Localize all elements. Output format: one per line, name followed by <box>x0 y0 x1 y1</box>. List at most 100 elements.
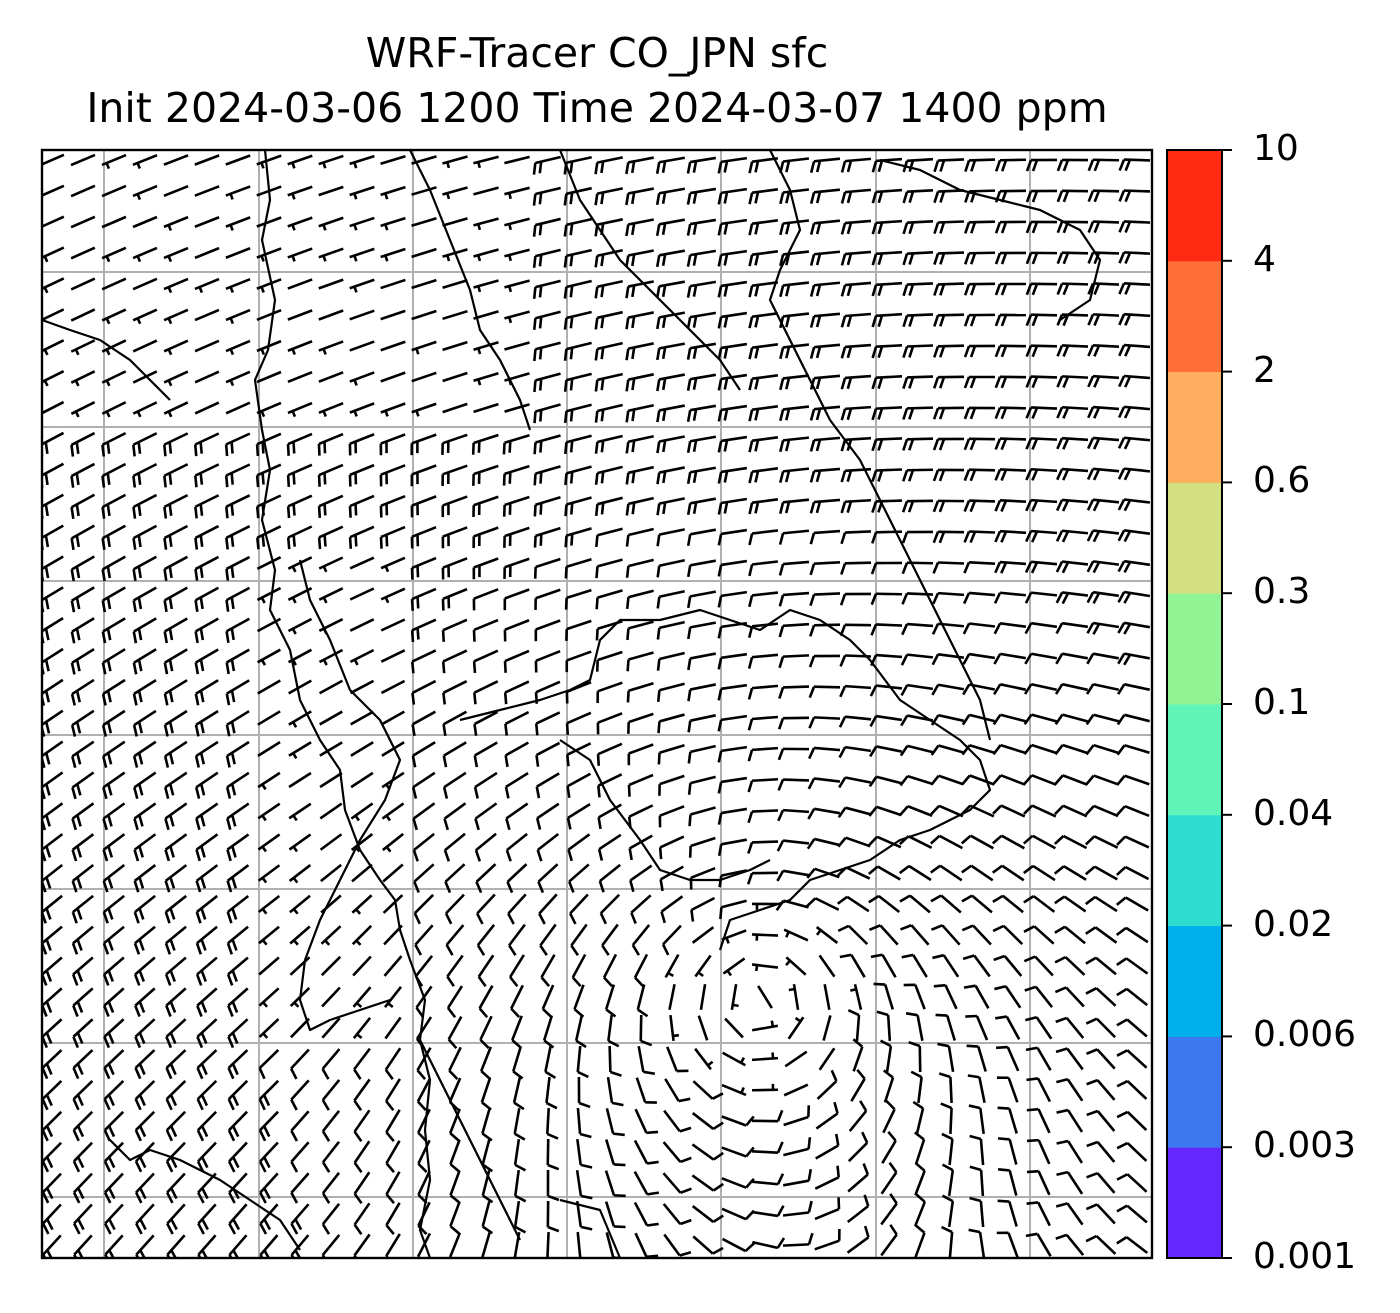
wind-barb <box>255 525 282 550</box>
wind-barb <box>751 1109 784 1123</box>
wind-barb <box>838 776 872 789</box>
wind-barb <box>504 217 530 231</box>
wind-barb <box>163 524 189 550</box>
wind-barb <box>840 436 872 452</box>
wind-barb <box>777 778 810 791</box>
wind-barb <box>536 832 560 862</box>
wind-barb <box>163 246 189 263</box>
wind-barb <box>42 462 65 488</box>
wind-barb <box>481 1232 491 1258</box>
wind-barb <box>165 987 187 1017</box>
wind-barb <box>508 923 526 956</box>
wind-barb <box>962 622 996 635</box>
wind-barb <box>912 1100 925 1134</box>
wind-barb <box>1118 251 1151 264</box>
wind-barb <box>132 740 157 768</box>
coastline-segment <box>298 559 402 1032</box>
wind-barb <box>446 985 464 1019</box>
wind-barb <box>656 620 685 640</box>
wind-barb <box>994 282 1027 296</box>
wind-barb <box>415 985 433 1018</box>
wind-barb <box>717 776 748 794</box>
wind-barb <box>103 987 125 1017</box>
wind-barb <box>504 372 530 386</box>
wind-barb <box>1087 343 1120 357</box>
wind-barb <box>1086 621 1120 635</box>
wind-barb <box>850 984 863 1010</box>
wind-barb <box>194 586 220 612</box>
wind-barb <box>626 620 654 641</box>
wind-barb <box>1022 834 1057 850</box>
wind-barb <box>639 1014 653 1047</box>
wind-barb <box>320 894 342 914</box>
wind-barb <box>840 188 872 204</box>
wind-barb <box>349 371 375 386</box>
wind-barb <box>779 250 810 267</box>
wind-barb <box>504 403 530 413</box>
wind-barb <box>967 1074 986 1104</box>
wind-barb <box>350 802 374 822</box>
wind-barb <box>289 1017 311 1039</box>
wind-barb <box>509 954 525 988</box>
wind-barb <box>777 808 810 822</box>
wind-barb <box>633 1170 660 1196</box>
wind-barb <box>532 217 561 237</box>
wind-barb <box>103 1080 125 1111</box>
wind-barb <box>657 713 685 734</box>
wind-barb <box>871 375 903 390</box>
wind-barb <box>317 432 344 456</box>
wind-barb <box>717 218 748 236</box>
wind-barb <box>257 679 281 695</box>
wind-barb <box>101 153 127 170</box>
wind-barb <box>807 807 841 820</box>
wind-barb <box>193 432 220 457</box>
wind-barb <box>627 773 654 797</box>
wind-barb <box>901 622 934 636</box>
wind-barb <box>776 839 810 852</box>
wind-barb <box>876 1010 892 1042</box>
wind-barb <box>992 894 1024 914</box>
wind-barb <box>533 465 561 486</box>
wind-barb <box>42 1141 63 1173</box>
wind-barb <box>778 529 810 545</box>
wind-barb <box>902 437 934 451</box>
wind-barb <box>320 863 342 883</box>
wind-barb <box>658 805 685 828</box>
wind-barb <box>899 774 933 787</box>
wind-barb <box>606 1076 624 1107</box>
wind-barb <box>134 1049 156 1080</box>
wind-barb <box>194 555 220 581</box>
wind-barb <box>1025 529 1058 543</box>
wind-barb <box>691 1143 724 1161</box>
wind-barb <box>840 312 872 328</box>
wind-barb <box>930 894 962 914</box>
wind-barb <box>255 432 282 457</box>
wind-barb <box>687 714 716 733</box>
wind-barb <box>510 984 524 1019</box>
wind-barb <box>899 805 933 817</box>
wind-barb <box>411 741 436 768</box>
wind-barb <box>481 1139 494 1173</box>
wind-barb <box>751 1052 779 1062</box>
wind-barb <box>385 1171 401 1205</box>
wind-barb <box>442 279 468 289</box>
wind-barb <box>195 802 219 831</box>
wind-barb <box>1117 652 1151 666</box>
wind-barb <box>721 1115 755 1127</box>
wind-barb <box>880 1193 898 1226</box>
wind-barb <box>1116 1141 1148 1162</box>
wind-barb <box>1023 774 1057 786</box>
wind-barb <box>818 1047 836 1071</box>
wind-barb <box>42 1080 63 1111</box>
wind-barb <box>880 1162 898 1195</box>
wind-barb <box>102 864 126 893</box>
wind-barb <box>134 987 156 1017</box>
wind-barb <box>1086 498 1120 512</box>
wind-barb <box>837 806 871 819</box>
wind-barb <box>286 494 313 519</box>
wind-barb <box>994 406 1027 420</box>
wind-barb <box>871 281 903 297</box>
wind-barb <box>963 468 996 482</box>
wind-barb <box>476 924 496 956</box>
